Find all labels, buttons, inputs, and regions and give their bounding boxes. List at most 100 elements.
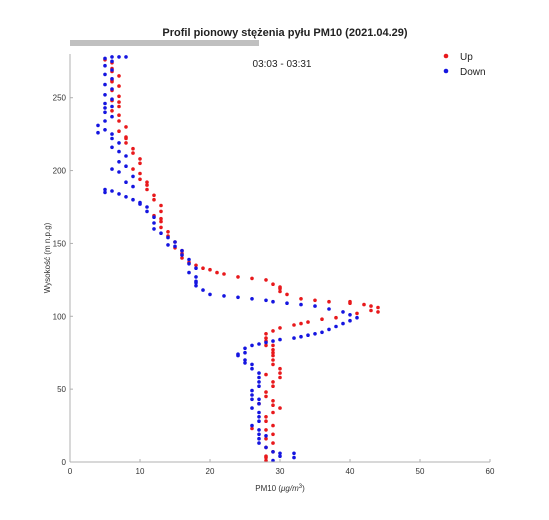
point-up-45 [236,275,240,279]
point-up-84 [271,403,275,408]
point-up-44 [222,272,226,276]
point-down-102 [257,428,261,432]
data-points [96,55,380,463]
point-up-85 [278,406,282,410]
point-up-42 [201,266,205,271]
point-up-106 [348,299,352,304]
point-up-4 [117,74,121,78]
point-up-59 [369,308,373,313]
point-down-41 [152,227,156,231]
point-down-119 [236,352,240,357]
series-up [103,58,380,463]
point-up-105 [278,285,282,289]
point-down-50 [194,266,198,271]
point-up-73 [271,353,275,358]
point-up-88 [264,419,268,424]
point-up-63 [306,320,310,324]
x-ticks: 0 10 20 30 40 50 60 [68,459,495,476]
point-down-80 [264,340,268,345]
point-down-68 [355,315,359,320]
x-tick-label-6: 60 [486,467,495,476]
point-up-98 [110,79,114,84]
point-down-70 [341,321,345,326]
point-up-74 [271,358,275,362]
progress-track [70,40,490,46]
point-up-78 [278,375,282,380]
point-up-11 [110,109,114,113]
point-down-6 [103,72,107,77]
point-down-60 [264,298,268,303]
point-down-105 [257,441,261,445]
point-down-113 [96,130,100,135]
point-down-73 [320,330,324,335]
point-up-82 [264,394,268,399]
point-up-68 [264,336,268,340]
point-up-34 [166,230,170,234]
point-down-118 [194,281,198,285]
point-up-28 [152,197,156,202]
point-down-25 [117,160,121,164]
point-down-26 [124,164,128,168]
point-down-19 [110,132,114,136]
point-down-107 [271,450,275,454]
point-up-110 [264,372,268,377]
point-down-45 [173,244,177,249]
point-up-48 [271,282,275,287]
point-down-115 [103,187,107,192]
point-up-30 [159,209,163,214]
point-down-2 [124,55,128,59]
x-axis-label: PM10 (μg/m3) [255,484,305,493]
y-tick-label-3: 150 [53,239,67,248]
progress-bar-fill [70,40,259,46]
point-down-52 [194,275,198,279]
point-down-117 [166,243,170,247]
point-up-71 [271,348,275,352]
x-tick-label-0: 0 [68,467,73,476]
point-down-55 [201,288,205,292]
point-up-13 [117,119,121,123]
point-down-123 [278,451,282,456]
point-down-88 [250,366,254,371]
point-down-75 [306,333,310,338]
point-up-87 [264,415,268,419]
y-axis-label: Wysokość (m n.p.g) [43,222,52,293]
y-tick-label-1: 50 [57,385,66,394]
point-down-9 [110,87,114,91]
point-down-31 [110,189,114,193]
point-down-59 [250,297,254,301]
point-down-121 [250,397,254,402]
point-down-86 [243,358,247,362]
point-down-47 [180,253,184,257]
point-down-51 [187,270,191,275]
point-up-17 [124,141,128,145]
point-down-122 [264,434,268,438]
point-down-82 [250,343,254,348]
point-down-29 [124,180,128,184]
point-up-23 [138,171,142,176]
point-down-42 [159,231,163,235]
point-down-93 [250,388,254,393]
point-up-101 [145,180,149,184]
point-down-3 [110,59,114,64]
point-down-106 [264,445,268,450]
point-down-10 [103,93,107,97]
point-up-21 [138,161,142,166]
chart-title: Profil pionowy stężenia pyłu PM10 (2021.… [162,27,407,39]
point-up-89 [271,423,275,428]
point-down-79 [271,339,275,343]
point-down-21 [117,141,121,145]
y-tick-label-4: 200 [53,167,67,176]
point-up-79 [271,380,275,384]
point-down-33 [117,192,121,196]
legend-up-label: Up [460,52,473,63]
point-up-75 [271,362,275,367]
point-down-77 [292,336,296,340]
point-up-66 [271,329,275,333]
point-down-120 [243,361,247,365]
point-down-92 [257,384,261,389]
point-up-60 [355,311,359,316]
point-down-11 [110,97,114,101]
point-down-67 [348,313,352,317]
point-down-23 [117,149,121,154]
